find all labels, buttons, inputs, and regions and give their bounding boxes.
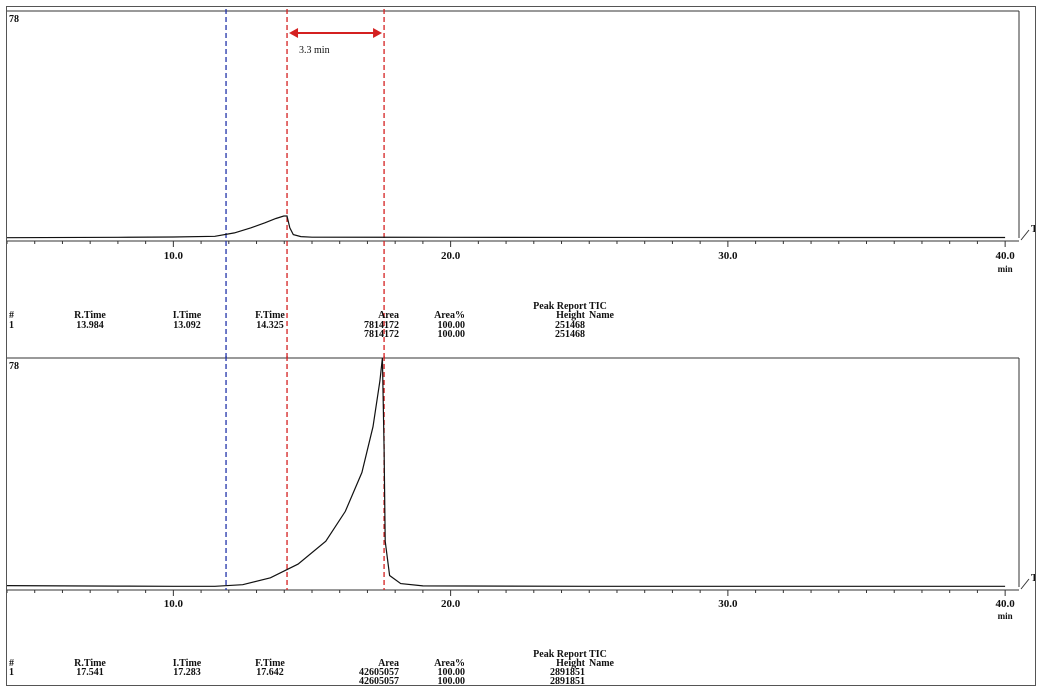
x-tick-label: 30.0: [718, 250, 738, 262]
duration-arrow-head-right: [373, 28, 383, 38]
peak-report-title: Peak Report TIC: [533, 301, 607, 312]
peak-report-total: 42605057: [359, 676, 399, 685]
x-unit-label: min: [998, 264, 1013, 274]
peak-report-cell: 17.541: [76, 667, 104, 678]
peak-report-cell: 17.642: [256, 667, 284, 678]
peak-report-header: F.Time: [255, 310, 285, 321]
peak-report-total: 2891851: [550, 676, 585, 685]
duration-arrow-label: 3.3 min: [299, 45, 330, 56]
peak-report-header: Area%: [434, 310, 465, 321]
x-tick-label: 40.0: [996, 598, 1016, 610]
panel-corner-label: 78: [9, 361, 19, 372]
peak-report-header: Name: [589, 658, 615, 669]
peak-report-header: Area: [378, 310, 399, 321]
side-label-slash: [1020, 229, 1030, 241]
peak-report-cell: 13.984: [76, 320, 104, 331]
peak-report-cell: 251468: [555, 320, 585, 331]
peak-report-cell: 1: [9, 320, 14, 331]
peak-report-total: 100.00: [438, 676, 466, 685]
peak-report-header: Area%: [434, 658, 465, 669]
peak-report-cell: 13.092: [173, 320, 201, 331]
side-label-slash: [1020, 578, 1030, 590]
side-label: T: [1031, 573, 1035, 584]
x-tick-label: 10.0: [164, 598, 184, 610]
peak-report-header: Height: [556, 310, 586, 321]
peak-report-header: Area: [378, 658, 399, 669]
panel-corner-label: 78: [9, 14, 19, 25]
peak-report-cell: 17.283: [173, 667, 201, 678]
peak-report-cell: 100.00: [438, 320, 466, 331]
x-unit-label: min: [998, 611, 1013, 621]
peak-report-header: I.Time: [173, 310, 202, 321]
peak-report-header: #: [9, 658, 14, 669]
peak-report-cell: 7814172: [364, 320, 399, 331]
x-tick-label: 20.0: [441, 250, 461, 262]
side-label: T: [1031, 224, 1035, 235]
tic-trace-line: [6, 215, 1006, 239]
peak-report-cell: 100.00: [438, 667, 466, 678]
peak-report-total: 100.00: [438, 329, 466, 340]
x-tick-label: 20.0: [441, 598, 461, 610]
peak-report-header: Height: [556, 658, 586, 669]
peak-report-total: 7814172: [364, 329, 399, 340]
peak-report-header: I.Time: [173, 658, 202, 669]
peak-report-header: #: [9, 310, 14, 321]
peak-report-cell: 1: [9, 667, 14, 678]
peak-report-cell: 42605057: [359, 667, 399, 678]
x-tick-label: 40.0: [996, 250, 1016, 262]
tic-trace-line: [6, 357, 1006, 587]
peak-report-total: 251468: [555, 329, 585, 340]
chromatogram-figure: 78 10.0 20.0 30.0 40.0 min T 3.3 min Peak Report…: [6, 6, 1038, 687]
peak-report-header: Name: [589, 310, 615, 321]
peak-report-cell: 14.325: [256, 320, 284, 331]
x-tick-label: 10.0: [164, 250, 184, 262]
peak-report-header: F.Time: [255, 658, 285, 669]
duration-arrow-head-left: [289, 28, 299, 38]
peak-report-title: Peak Report TIC: [533, 649, 607, 660]
peak-report-cell: 2891851: [550, 667, 585, 678]
peak-report-header: R.Time: [74, 658, 106, 669]
x-tick-label: 30.0: [718, 598, 738, 610]
peak-report-header: R.Time: [74, 310, 106, 321]
